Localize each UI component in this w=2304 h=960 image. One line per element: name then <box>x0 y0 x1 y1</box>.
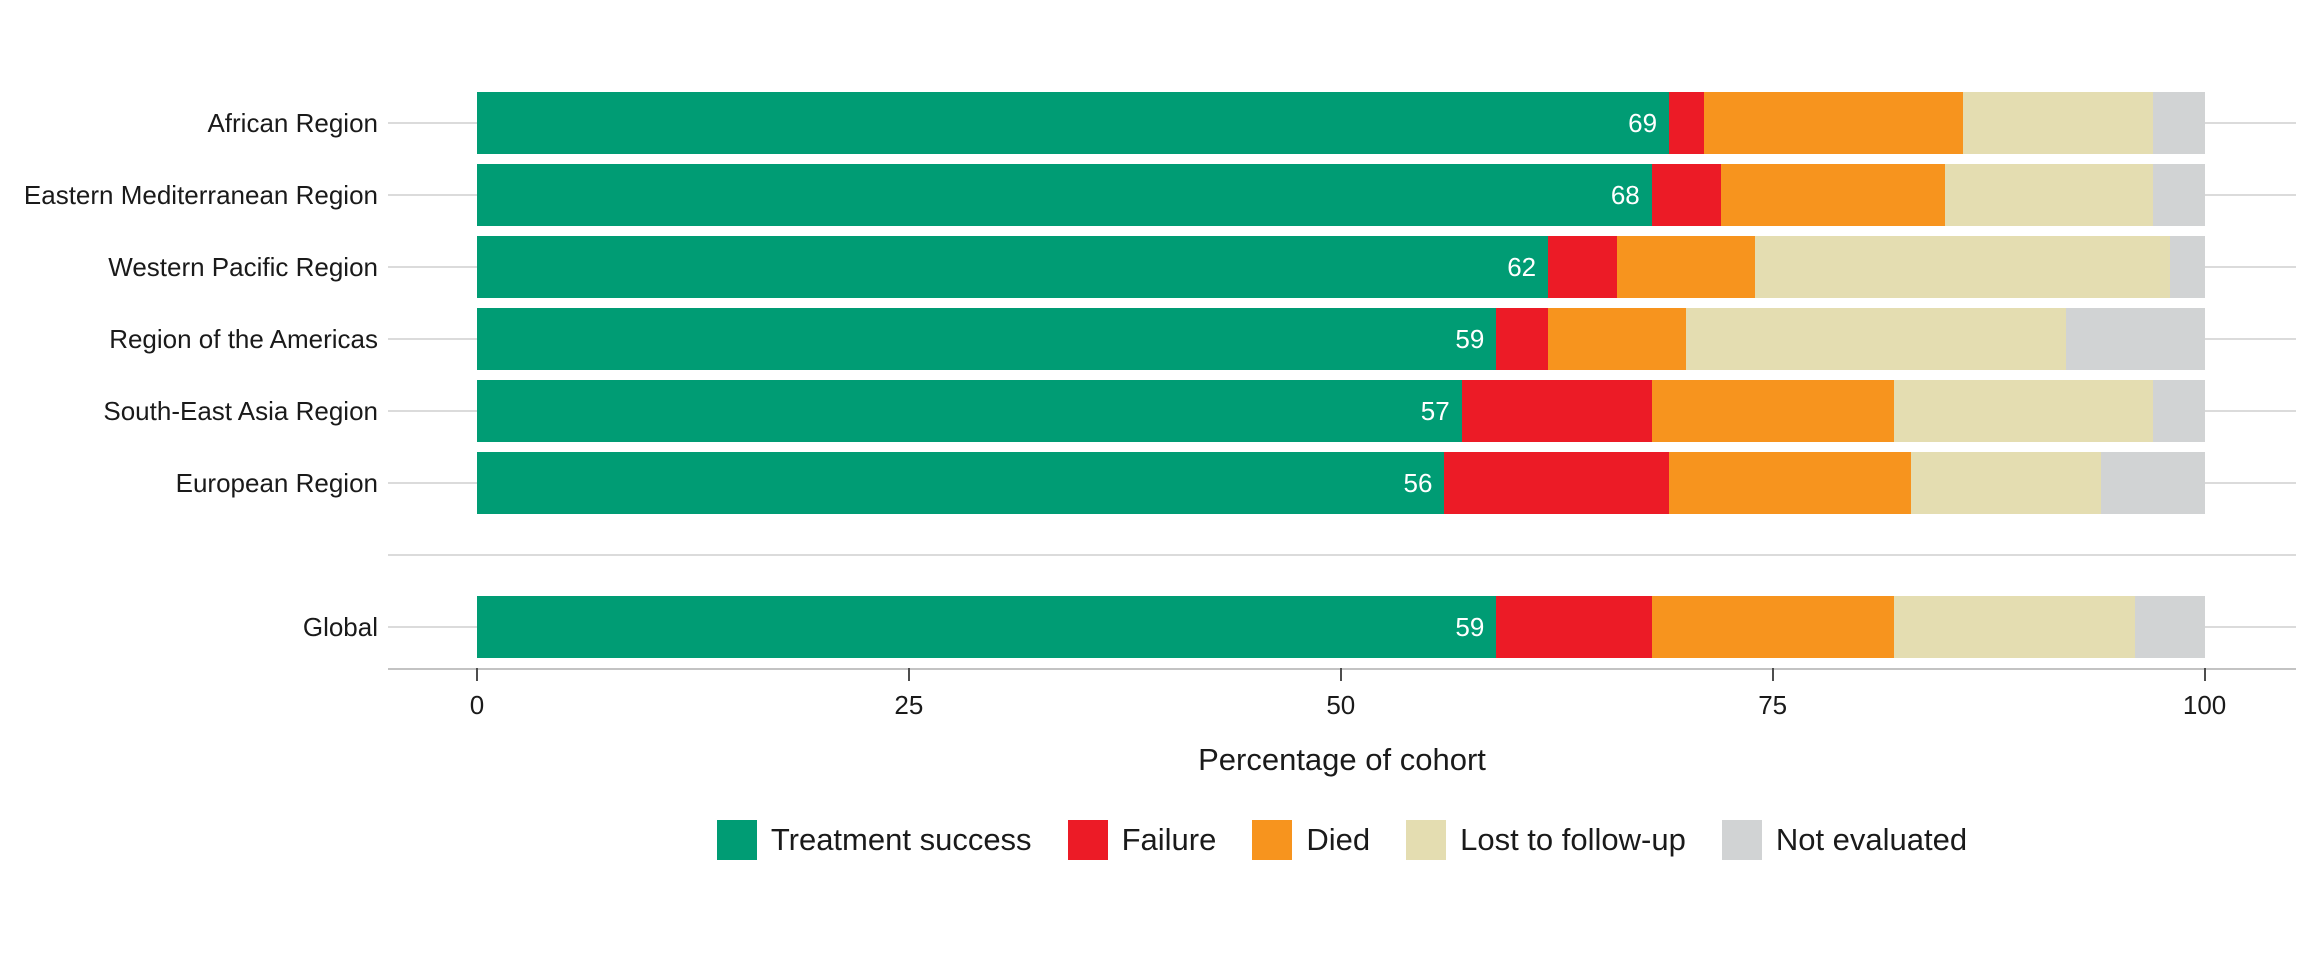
x-axis-tick <box>476 668 478 681</box>
bar-segment-died <box>1703 92 1963 154</box>
stacked-bar: 56 <box>477 452 2205 514</box>
bar-segment-failure <box>1496 308 1549 370</box>
category-label: African Region <box>207 108 378 138</box>
bar-segment-not-evaluated <box>2152 380 2205 442</box>
bar-segment-failure <box>1669 92 1704 154</box>
bar-value-label: 69 <box>1628 108 1658 138</box>
legend-label: Treatment success <box>770 822 1032 857</box>
bar-segment-died <box>1617 236 1756 298</box>
bar-segment-lost-to-follow-up <box>1893 380 2153 442</box>
legend-label: Lost to follow-up <box>1460 822 1686 857</box>
legend-label: Died <box>1306 822 1371 857</box>
bar-segment-not-evaluated <box>2100 452 2205 514</box>
x-axis-tick <box>2203 668 2206 681</box>
x-axis-tick <box>1771 668 1774 681</box>
x-axis-tick-label: 100 <box>2182 690 2227 720</box>
legend-swatch-icon <box>1721 820 1762 860</box>
x-axis-line <box>388 668 2296 670</box>
bar-value-label: 57 <box>1420 396 1450 426</box>
legend-swatch-icon <box>1406 820 1447 860</box>
bar-segment-lost-to-follow-up <box>1910 452 2101 514</box>
x-axis-tick-label: 25 <box>894 690 924 720</box>
category-label: South-East Asia Region <box>103 396 378 426</box>
bar-segment-died <box>1720 164 1946 226</box>
bar-segment-lost-to-follow-up <box>1686 308 2067 370</box>
bar-segment-failure <box>1444 452 1670 514</box>
category-label: European Region <box>175 468 378 498</box>
category-label: Eastern Mediterranean Region <box>23 180 378 210</box>
category-label: Global <box>302 612 378 642</box>
legend-item: Treatment success <box>716 820 1032 860</box>
stacked-bar: 57 <box>477 380 2205 442</box>
legend-item: Failure <box>1067 820 1217 860</box>
legend-swatch-icon <box>1252 820 1293 860</box>
bar-segment-died <box>1669 452 1911 514</box>
stacked-bar: 59 <box>477 596 2205 658</box>
legend-item: Died <box>1252 820 1370 860</box>
bar-segment-died <box>1548 308 1687 370</box>
bar-segment-died <box>1651 596 1894 658</box>
bar-segment-failure <box>1651 164 1721 226</box>
stacked-bar: 68 <box>477 164 2205 226</box>
legend-swatch-icon <box>716 820 757 860</box>
bar-segment-treatment-success: 68 <box>477 164 1652 226</box>
stacked-bar: 62 <box>477 236 2205 298</box>
bar-segment-lost-to-follow-up <box>1962 92 2153 154</box>
bar-segment-treatment-success: 59 <box>477 308 1497 370</box>
legend-item: Not evaluated <box>1721 820 1968 860</box>
bar-segment-not-evaluated <box>2170 236 2205 298</box>
x-axis-tick <box>1339 668 1342 681</box>
bar-segment-treatment-success: 56 <box>477 452 1445 514</box>
category-label: Western Pacific Region <box>108 252 378 282</box>
x-axis-tick-label: 0 <box>469 690 485 720</box>
bar-segment-not-evaluated <box>2066 308 2205 370</box>
x-axis-tick <box>907 668 910 681</box>
bar-segment-failure <box>1548 236 1618 298</box>
bar-segment-treatment-success: 57 <box>477 380 1462 442</box>
bar-value-label: 59 <box>1455 612 1485 642</box>
bar-segment-died <box>1651 380 1894 442</box>
bar-segment-failure <box>1461 380 1652 442</box>
bar-value-label: 68 <box>1610 180 1640 210</box>
bar-segment-failure <box>1496 596 1652 658</box>
bar-segment-not-evaluated <box>2152 164 2205 226</box>
bar-segment-treatment-success: 59 <box>477 596 1497 658</box>
stacked-bar: 69 <box>477 92 2205 154</box>
category-label: Region of the Americas <box>109 324 378 354</box>
bar-value-label: 59 <box>1455 324 1485 354</box>
bar-segment-treatment-success: 62 <box>477 236 1549 298</box>
bar-segment-treatment-success: 69 <box>477 92 1670 154</box>
bar-segment-lost-to-follow-up <box>1893 596 2136 658</box>
legend: Treatment success Failure Died Lost to foll… <box>388 820 2296 860</box>
bar-segment-not-evaluated <box>2152 92 2205 154</box>
bar-value-label: 56 <box>1403 468 1433 498</box>
x-axis-tick-label: 75 <box>1758 690 1788 720</box>
stacked-bar: 59 <box>477 308 2205 370</box>
legend-label: Not evaluated <box>1775 822 1968 857</box>
bar-segment-lost-to-follow-up <box>1945 164 2153 226</box>
x-axis-title: Percentage of cohort <box>1198 742 1486 777</box>
bar-segment-lost-to-follow-up <box>1755 236 2171 298</box>
category-gridline <box>388 554 2296 556</box>
legend-label: Failure <box>1121 822 1217 857</box>
x-axis-tick-label: 50 <box>1326 690 1356 720</box>
bar-segment-not-evaluated <box>2135 596 2205 658</box>
legend-item: Lost to follow-up <box>1406 820 1686 860</box>
legend-swatch-icon <box>1067 820 1108 860</box>
bar-value-label: 62 <box>1507 252 1537 282</box>
